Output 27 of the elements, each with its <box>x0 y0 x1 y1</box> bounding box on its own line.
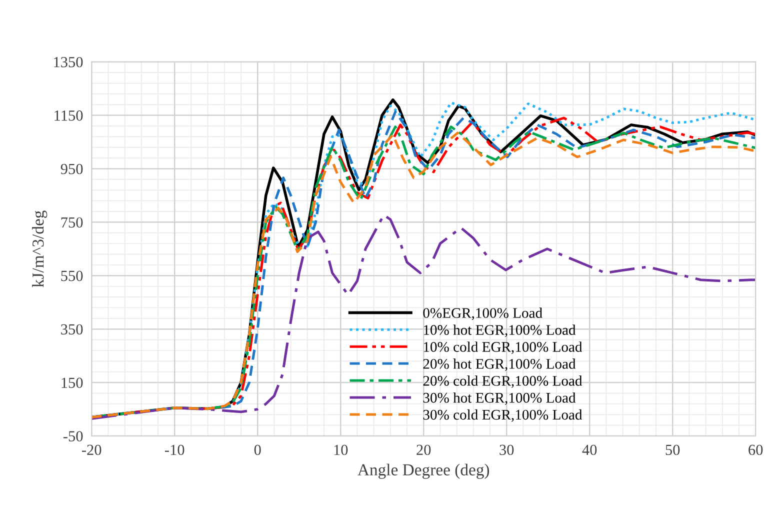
x-tick-label: 0 <box>254 444 261 456</box>
x-tick-label: 60 <box>748 444 763 456</box>
x-tick-label: 10 <box>334 444 348 456</box>
legend-label: 20% cold EGR,100% Load <box>423 376 582 388</box>
y-tick-label: 150 <box>62 378 83 388</box>
y-tick-label: 750 <box>61 217 83 228</box>
y-tick-label: 1350 <box>54 56 83 68</box>
x-axis-title: Angle Degree (deg) <box>358 464 490 479</box>
legend-label: 20% hot EGR,100% Load <box>423 358 576 371</box>
y-axis-title: kJ/m^3/deg <box>32 210 48 288</box>
legend-label: 30% hot EGR,100% Load <box>423 392 576 405</box>
legend-label: 10% cold EGR,100% Load <box>424 342 582 354</box>
y-tick-label: -50 <box>63 431 83 442</box>
line-series <box>92 214 756 420</box>
x-tick-label: 20 <box>416 444 431 456</box>
x-tick-label: -20 <box>82 444 102 456</box>
y-tick-label: 350 <box>61 324 83 335</box>
legend-label: 0%EGR,100% Load <box>423 308 542 320</box>
legend-label: 30% cold EGR,100% Load <box>423 409 582 422</box>
y-tick-label: 550 <box>61 270 83 282</box>
legend-label: 10% hot EGR,100% Load <box>424 324 576 337</box>
y-tick-label: 950 <box>60 164 83 174</box>
x-tick-label: 40 <box>582 444 597 456</box>
y-tick-label: 1150 <box>54 110 83 121</box>
x-tick-label: 50 <box>666 444 680 456</box>
x-tick-label: 30 <box>500 444 514 456</box>
x-tick-label: -10 <box>164 444 184 456</box>
